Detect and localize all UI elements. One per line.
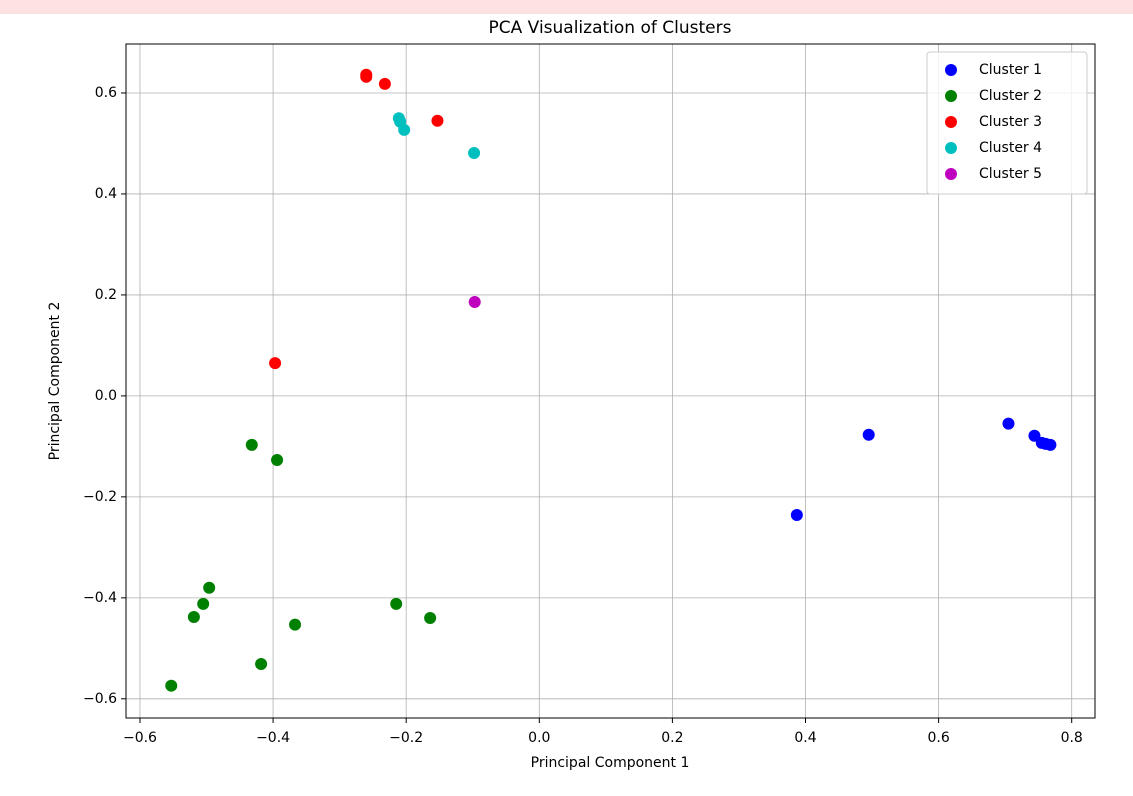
point [468,295,481,308]
y-tick-label: −0.4 [83,590,117,606]
point [431,114,444,127]
point [862,428,875,441]
point [790,509,803,522]
point [424,612,437,625]
x-tick-label: 0.8 [1061,730,1083,746]
y-axis-label: Principal Component 2 [47,302,63,461]
y-tick-label: 0.2 [95,287,117,303]
x-tick-label: −0.2 [389,730,423,746]
x-tick-label: 0.4 [794,730,816,746]
point [187,611,200,624]
point [1002,417,1015,430]
legend-marker [945,142,957,154]
legend-label: Cluster 3 [979,114,1042,130]
point [197,597,210,610]
point [245,438,258,451]
y-tick-label: −0.6 [83,691,117,707]
legend-marker [945,168,957,180]
x-axis-label: Principal Component 1 [531,755,690,771]
legend-marker [945,64,957,76]
x-tick-label: −0.6 [123,730,157,746]
y-tick-label: 0.0 [95,388,117,404]
point [378,77,391,90]
x-tick-label: −0.4 [256,730,290,746]
x-tick-label: 0.0 [528,730,550,746]
legend-label: Cluster 1 [979,62,1042,78]
point [165,679,178,692]
point [398,123,411,136]
point [468,147,481,160]
point [203,581,216,594]
point [360,70,373,83]
y-tick-label: −0.2 [83,489,117,505]
legend-marker [945,116,957,128]
point [390,597,403,610]
y-tick-label: 0.6 [95,85,117,101]
legend-label: Cluster 2 [979,88,1042,104]
legend-label: Cluster 5 [979,166,1042,182]
warning-strip [0,0,1133,14]
point [271,454,284,467]
point [255,657,268,670]
plot-frame [125,43,1096,719]
legend-label: Cluster 4 [979,140,1042,156]
point [269,357,282,370]
point [289,618,302,631]
legend-marker [945,90,957,102]
chart-title: PCA Visualization of Clusters [489,18,732,38]
y-tick-label: 0.4 [95,186,117,202]
x-tick-label: 0.2 [661,730,683,746]
x-tick-label: 0.6 [927,730,949,746]
legend-box [926,51,1088,195]
point [1044,438,1057,451]
